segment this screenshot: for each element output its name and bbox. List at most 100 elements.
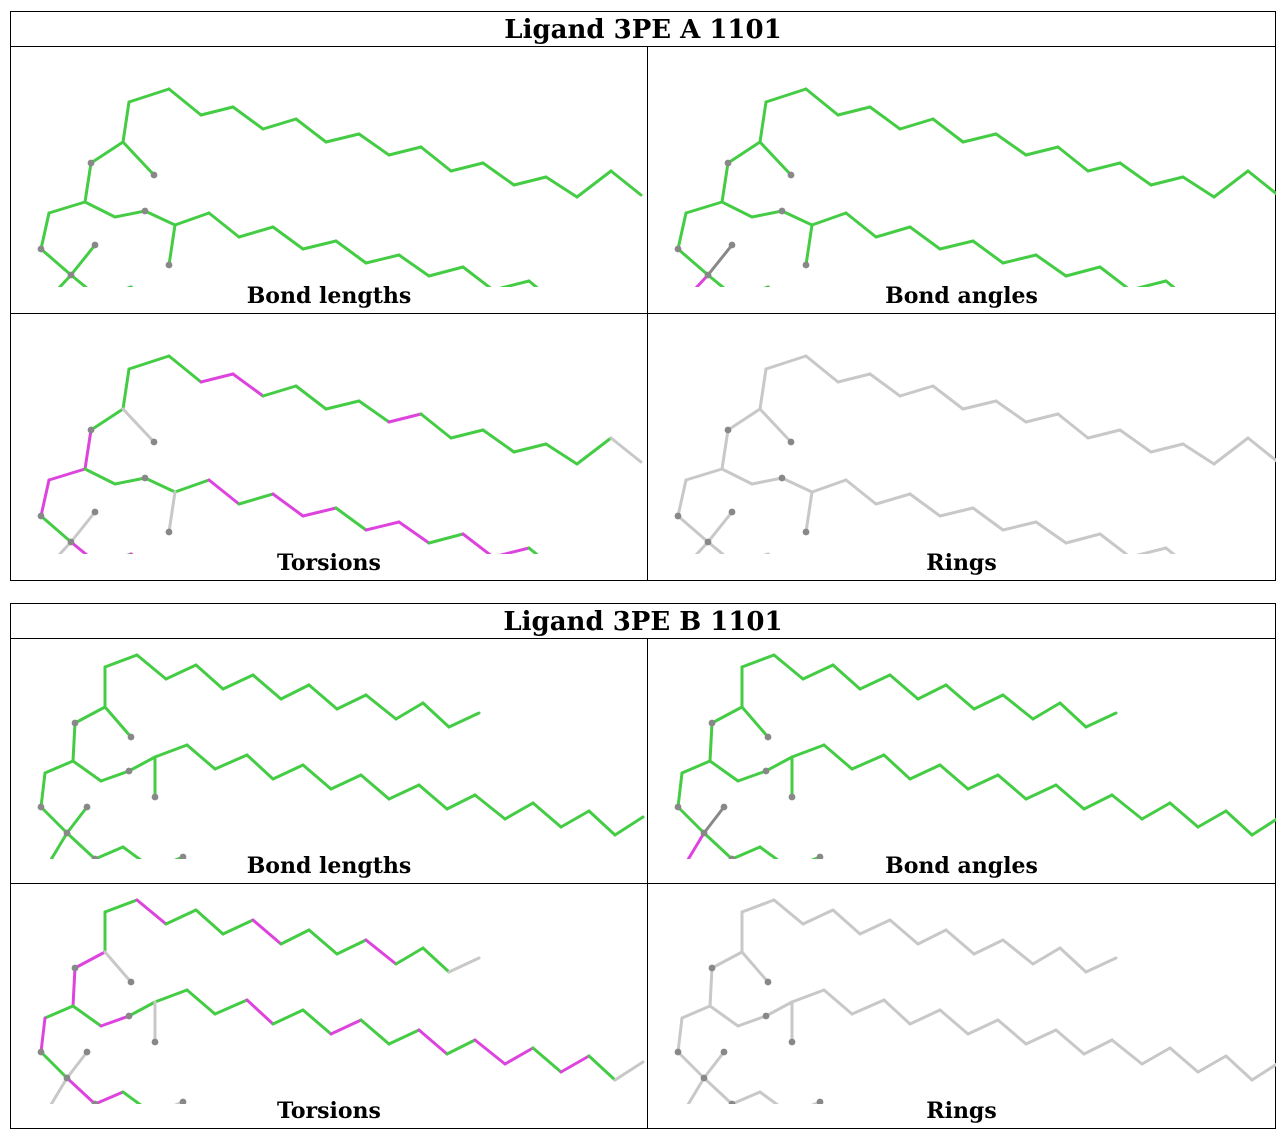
bond-line	[271, 225, 305, 251]
bond-line	[888, 918, 920, 946]
bond-line	[706, 540, 725, 554]
bond-line	[1224, 1054, 1254, 1082]
bond-line	[417, 783, 449, 811]
atom-sphere	[724, 159, 732, 167]
bond-line	[194, 663, 225, 691]
bond-line	[294, 117, 328, 144]
caption-torsions: Torsions	[277, 1098, 381, 1124]
atom-sphere	[165, 261, 173, 269]
bond-line	[706, 243, 734, 277]
bond-line	[676, 247, 710, 277]
bond-line	[758, 407, 793, 444]
bond-line	[801, 663, 835, 681]
bond-line	[822, 743, 854, 771]
bond-line	[153, 743, 189, 759]
bond-line	[736, 769, 768, 783]
bond-line	[473, 793, 507, 821]
bond-line	[1135, 546, 1168, 554]
bond-line	[1196, 809, 1228, 829]
bond-line	[1058, 701, 1088, 729]
ligand-a-title: Ligand 3PE A 1101	[11, 12, 1275, 47]
atom-sphere	[700, 1074, 708, 1082]
caption-rings: Rings	[926, 1098, 997, 1124]
bond-line	[720, 200, 754, 219]
atom-sphere	[127, 733, 135, 741]
atom-sphere	[150, 438, 158, 446]
bond-line	[527, 546, 539, 554]
molecule-diagram	[37, 87, 643, 287]
bond-line	[938, 239, 975, 251]
atom-sphere	[816, 853, 824, 859]
atom-sphere	[700, 829, 708, 837]
bond-line	[301, 763, 333, 791]
bond-line	[39, 211, 51, 251]
bond-line	[279, 928, 311, 946]
bond-line	[83, 467, 117, 486]
bond-line	[531, 1046, 563, 1074]
ligand-panel-b: Ligand 3PE B 1101 Bond lengths Bond angl…	[10, 603, 1276, 1129]
bond-line	[1086, 428, 1122, 440]
atom-sphere	[708, 964, 716, 972]
bond-line	[686, 831, 706, 859]
molecule-diagram	[674, 354, 1276, 554]
bond-line	[908, 492, 942, 518]
bond-line	[1110, 793, 1144, 821]
bond-line	[65, 1050, 89, 1080]
bond-line	[421, 701, 451, 729]
bond-line	[831, 908, 862, 936]
molecule-diagram	[674, 653, 1276, 859]
bond-line	[613, 815, 645, 837]
bond-line	[944, 928, 976, 956]
bond-line	[908, 763, 942, 781]
bond-line	[301, 506, 338, 518]
bond-line	[804, 223, 814, 267]
bond-line	[49, 1076, 69, 1104]
bond-line	[512, 442, 548, 454]
bond-line	[1082, 793, 1114, 811]
bond-line	[780, 209, 814, 227]
bond-line	[1034, 520, 1068, 545]
bond-line	[1084, 711, 1118, 729]
bond-line	[334, 239, 368, 265]
atom-sphere	[728, 508, 736, 516]
bond-line	[113, 209, 147, 219]
atom-sphere	[787, 438, 795, 446]
bond-line	[294, 384, 328, 411]
atom-sphere	[704, 271, 712, 279]
atom-sphere	[83, 1048, 91, 1056]
bond-line	[736, 1014, 768, 1028]
bond-line	[996, 773, 1028, 801]
bond-line	[1054, 1028, 1086, 1056]
bond-line	[221, 673, 255, 691]
bond-line	[726, 140, 762, 165]
bond-line	[57, 540, 73, 554]
bond-line	[121, 367, 131, 411]
bond-line	[71, 721, 77, 763]
bond-line	[1149, 442, 1185, 454]
bond-line	[185, 988, 217, 1016]
bond-line	[357, 132, 391, 157]
bond-line	[971, 239, 1005, 265]
bond-line	[868, 372, 902, 398]
bond-line	[357, 399, 391, 424]
bond-line	[1086, 161, 1122, 173]
bond-line	[764, 755, 794, 773]
bond-line	[944, 683, 976, 711]
atom-sphere	[179, 853, 187, 859]
bond-line	[335, 938, 368, 956]
bond-line	[1168, 1046, 1200, 1074]
bond-line	[780, 476, 814, 494]
bond-line	[164, 663, 198, 681]
bond-line	[772, 898, 805, 926]
bond-line	[720, 161, 730, 204]
atom-sphere	[764, 978, 772, 986]
bond-line	[966, 773, 1000, 791]
atom-sphere	[816, 1098, 824, 1104]
bond-line	[39, 478, 51, 518]
bond-line	[702, 831, 734, 859]
bond-line	[676, 771, 684, 809]
bond-line	[359, 773, 391, 801]
bond-line	[185, 743, 217, 771]
bond-line	[994, 399, 1028, 424]
bond-line	[676, 1016, 684, 1054]
